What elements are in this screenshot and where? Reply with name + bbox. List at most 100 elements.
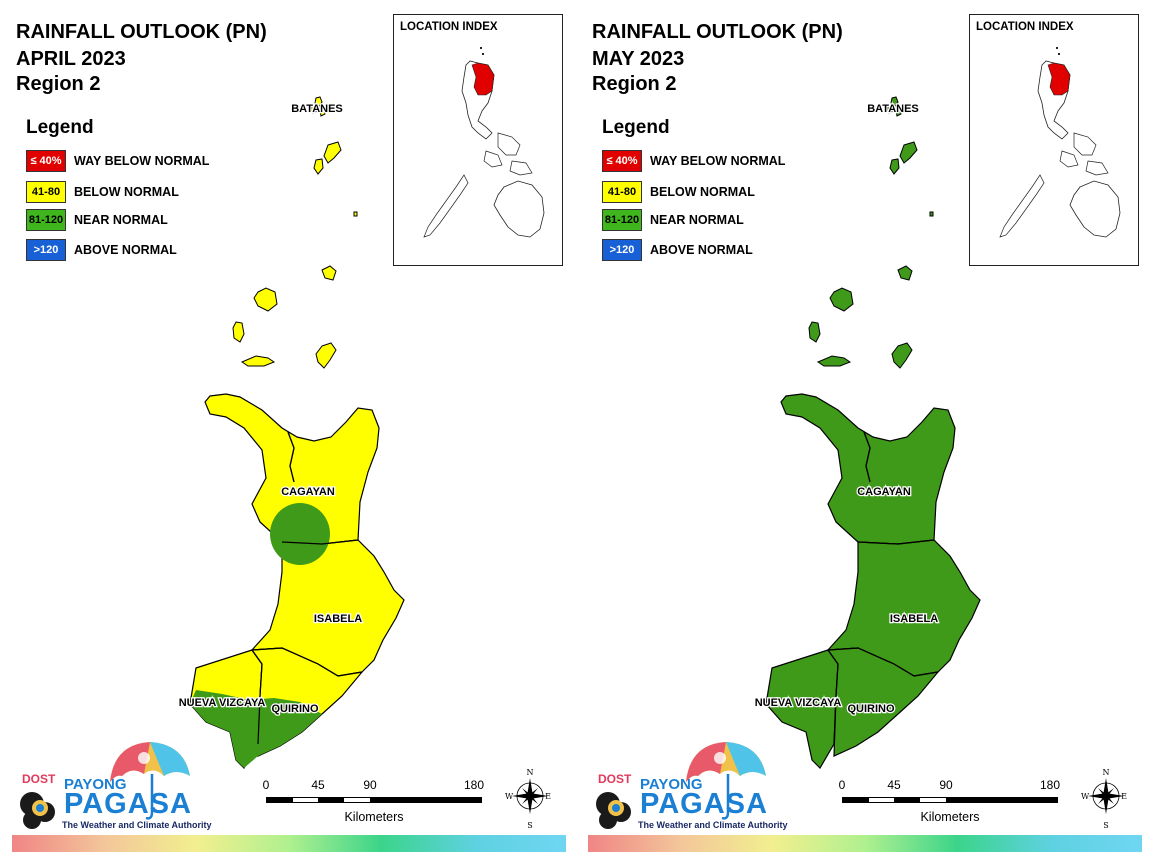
scale-unit: Kilometers [344,810,404,824]
compass-n: N [1103,768,1110,777]
compass-rose-icon: N S E W [504,766,552,830]
legend-label: WAY BELOW NORMAL [74,154,210,168]
scale-bar: 0 45 90 180 Kilometers [838,778,1060,826]
cagayan-near-normal-patch [270,503,330,565]
logo-pagasa: PAGASA [64,788,192,820]
payong-pagasa-logo: DOST PAYONG PAGASA The Weather and Clima… [14,742,212,834]
batanes-dots [1056,47,1060,55]
legend-item: >120 ABOVE NORMAL [26,238,177,262]
map-panel-april: RAINFALL OUTLOOK (PN) APRIL 2023 Region … [12,14,566,852]
location-index-inset: LOCATION INDEX [969,14,1139,266]
legend-label: ABOVE NORMAL [74,243,177,257]
region-map: BATANES CAGAYAN ISABELA NUEVA VIZCAYA QU… [753,96,981,769]
visayas-outline [1059,132,1109,176]
logo-tagline: The Weather and Climate Authority [638,820,788,830]
legend-swatch: ≤ 40% [602,150,642,172]
map-title: RAINFALL OUTLOOK (PN) [592,21,843,43]
philippines-outline [423,47,545,238]
island-calayan [897,265,913,281]
compass-w: W [1081,792,1090,801]
legend-swatch: 41-80 [602,181,642,203]
legend-item: >120 ABOVE NORMAL [602,238,753,262]
logo-payong: PAYONG [64,776,127,793]
payong-pagasa-logo: DOST PAYONG PAGASA The Weather and Clima… [590,742,788,834]
scale-tick-label: 90 [939,778,953,792]
compass-e: E [1121,792,1127,801]
legend-label: ABOVE NORMAL [650,243,753,257]
logo-pagasa: PAGASA [640,788,768,820]
map-month: APRIL 2023 [16,48,126,70]
island-babuyan-3 [929,211,934,217]
cagayan-province [204,393,380,545]
logo-dost: DOST [22,772,56,786]
scale-unit: Kilometers [920,810,980,824]
legend-swatch: 81-120 [26,209,66,231]
scale-tick-label: 0 [838,778,846,792]
label-isabela: ISABELA [314,613,362,625]
region-map: BATANES CAGAYAN ISABELA NUEVA VIZCAYA QU… [177,96,405,769]
scale-bar: 0 45 90 180 Kilometers [263,778,485,826]
island-palaui [891,342,913,369]
cagayan-river-line [287,431,295,483]
footer-color-bar [588,835,1142,852]
map-region: Region 2 [592,73,677,95]
batanes-island-mid [886,104,894,114]
nueva-vizcaya-near-normal-patch [190,690,322,768]
island-calayan [321,265,337,281]
label-quirino: QUIRINO [847,703,895,715]
visayas-outline [483,132,533,176]
legend-item: 41-80 BELOW NORMAL [26,180,179,204]
scale-bar-graphic [842,797,1058,803]
mindanao-outline [1069,180,1121,238]
batanes-island-north [314,96,323,107]
logo-tagline: The Weather and Climate Authority [62,820,212,830]
location-index-label: LOCATION INDEX [400,21,498,33]
logo-dost: DOST [598,772,632,786]
legend-label: BELOW NORMAL [74,185,179,199]
compass-w: W [505,792,514,801]
isabela-province [250,539,405,677]
island-babuyan-2 [313,158,324,175]
compass-s: S [1103,821,1108,830]
scale-tick-label: 45 [887,778,901,792]
legend-label: BELOW NORMAL [650,185,755,199]
label-quirino: QUIRINO [271,703,319,715]
compass-n: N [527,768,534,777]
legend-item: 81-120 NEAR NORMAL [602,208,744,232]
scale-tick-label: 180 [463,778,485,792]
batanes-island-south [895,108,902,117]
island-babuyan-3 [353,211,358,217]
isabela-province [826,539,981,677]
batanes-island-north [890,96,899,107]
legend-label: WAY BELOW NORMAL [650,154,786,168]
batanes-island-south [319,108,326,117]
legend-title: Legend [26,117,94,138]
legend-swatch: >120 [602,239,642,261]
cagayan-province [780,393,956,545]
palawan-outline [999,174,1045,238]
region-2-highlight [471,62,495,96]
region-2-highlight [1047,62,1071,96]
legend-label: NEAR NORMAL [74,213,168,227]
footer-color-bar [12,835,566,852]
compass-e: E [545,792,551,801]
label-cagayan: CAGAYAN [857,486,911,498]
cagayan-river-line [863,431,871,483]
label-isabela: ISABELA [890,613,938,625]
label-nueva-vizcaya: NUEVA VIZCAYA [179,697,266,709]
map-region: Region 2 [16,73,101,95]
legend-swatch: 41-80 [26,181,66,203]
island-babuyan-1 [323,141,342,164]
label-nueva-vizcaya: NUEVA VIZCAYA [755,697,842,709]
island-babuyan-1 [899,141,918,164]
map-month: MAY 2023 [592,48,685,70]
legend-swatch: >120 [26,239,66,261]
island-dalupiri [808,321,821,343]
label-batanes: BATANES [867,103,919,115]
legend-swatch: 81-120 [602,209,642,231]
map-panel-may: RAINFALL OUTLOOK (PN) MAY 2023 Region 2 … [576,0,1152,864]
legend-swatch: ≤ 40% [26,150,66,172]
compass-rose-icon: N S E W [1080,766,1128,830]
legend-item: 41-80 BELOW NORMAL [602,180,755,204]
island-palaui [315,342,337,369]
